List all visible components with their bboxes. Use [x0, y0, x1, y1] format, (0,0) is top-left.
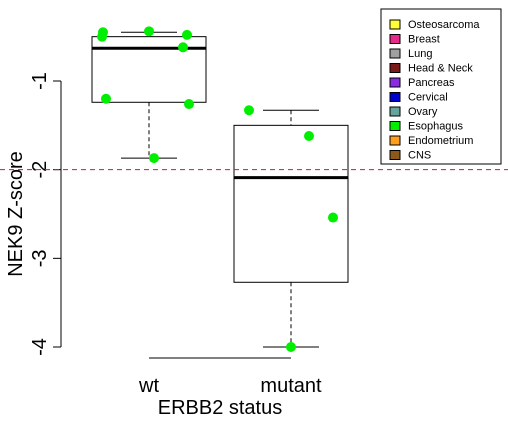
legend-label: Endometrium	[408, 135, 473, 147]
legend-swatch	[389, 77, 401, 88]
x-tick-label-wt: wt	[138, 375, 159, 397]
x-axis-label: ERBB2 status	[158, 397, 283, 419]
box-wt	[91, 36, 207, 103]
legend-label: Head & Neck	[408, 63, 473, 75]
data-point-mutant	[286, 342, 296, 353]
legend-label: Esophagus	[408, 121, 464, 133]
x-tick-label-mutant: mutant	[260, 375, 322, 397]
data-point-wt	[149, 153, 159, 164]
data-point-mutant	[328, 212, 338, 223]
y-tick-label: -4	[29, 338, 51, 356]
legend-label: Breast	[408, 34, 440, 46]
legend-swatch	[389, 19, 401, 30]
box-mutant	[233, 124, 349, 283]
legend-swatch	[389, 135, 401, 146]
legend-label: Cervical	[408, 92, 448, 104]
data-point-wt	[184, 99, 194, 110]
data-point-wt	[182, 29, 192, 40]
legend-swatch	[389, 92, 401, 102]
legend-label: Pancreas	[408, 77, 455, 89]
legend-swatch	[389, 34, 401, 44]
legend-label: Ovary	[408, 106, 438, 118]
legend-frame	[380, 8, 502, 165]
y-axis-label: NEK9 Z-score	[5, 151, 27, 277]
data-point-wt	[178, 42, 188, 53]
data-point-mutant	[304, 130, 314, 141]
legend: Osteosarcoma Breast Lung Head & Neck Pancrea…	[380, 8, 502, 165]
y-tick-label: -1	[29, 72, 51, 90]
legend-swatch	[389, 150, 401, 160]
legend-swatch	[389, 121, 401, 131]
legend-label: Lung	[408, 48, 432, 60]
legend-label: Osteosarcoma	[408, 19, 480, 31]
data-points	[97, 26, 338, 353]
data-point-wt	[101, 93, 111, 104]
legend-swatch	[389, 63, 401, 73]
data-point-wt	[97, 31, 107, 42]
y-tick-label: -3	[29, 249, 51, 267]
box-plot-groups	[91, 31, 349, 348]
data-point-wt	[144, 26, 154, 37]
legend-label: CNS	[408, 150, 431, 162]
x-axis-tick-labels: wt mutant	[138, 375, 322, 397]
legend-swatch	[389, 48, 401, 59]
y-axis-ticks: -1-2-3-4	[29, 72, 61, 356]
legend-swatch	[389, 106, 401, 117]
data-point-mutant	[244, 105, 254, 116]
